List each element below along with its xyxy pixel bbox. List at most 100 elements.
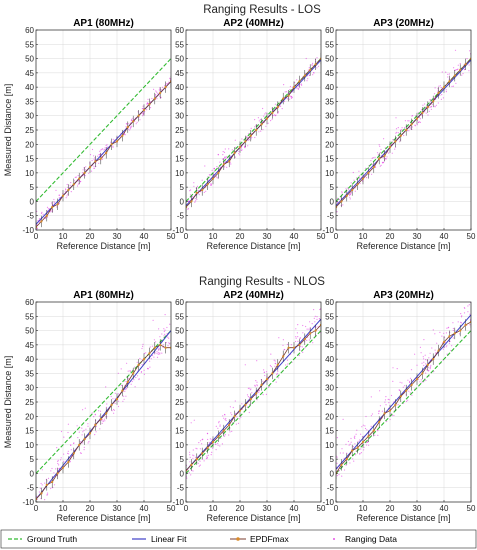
epdf-point: [153, 346, 156, 349]
ranging-data-point: [63, 453, 65, 455]
epdf-point: [410, 383, 413, 386]
ranging-data-point: [365, 444, 368, 446]
epdf-point: [421, 372, 424, 375]
epdf-line: [186, 58, 321, 208]
ranging-data-point: [159, 352, 161, 354]
ranging-data-point: [292, 86, 294, 88]
y-tick-label: 40: [325, 83, 334, 92]
epdf-point: [148, 352, 151, 355]
epdf-line: [36, 81, 171, 228]
ranging-data-point: [194, 198, 196, 200]
ranging-data-point: [452, 322, 454, 324]
ranging-data-point: [196, 448, 198, 450]
ranging-data-point: [104, 148, 106, 150]
ranging-data-point: [425, 379, 427, 382]
ranging-data-point: [55, 189, 57, 191]
ranging-data-point: [230, 163, 232, 165]
y-tick-label: 10: [25, 441, 34, 450]
x-tick-label: 50: [317, 232, 326, 241]
ranging-data-point: [90, 170, 93, 172]
ranging-data-point: [401, 382, 403, 384]
ranging-data-point: [142, 113, 144, 115]
ranging-data-point: [206, 455, 208, 457]
x-axis-label: Reference Distance [m]: [356, 241, 450, 251]
ranging-data-point: [425, 359, 427, 361]
ranging-data-point: [57, 460, 59, 462]
ranging-data-point: [411, 115, 414, 117]
ranging-data-point: [385, 158, 387, 160]
ranging-data-point: [95, 425, 97, 428]
ranging-data-point: [296, 87, 298, 89]
ranging-data-point: [40, 212, 43, 214]
ranging-data-point: [265, 112, 267, 114]
ranging-data-point: [448, 342, 450, 344]
ranging-data-point: [354, 190, 356, 192]
y-tick-label: 55: [325, 40, 334, 49]
ranging-data-point: [125, 123, 127, 125]
ranging-data-point: [370, 415, 372, 417]
ranging-data-point: [313, 317, 315, 319]
ranging-data-point: [153, 339, 155, 341]
y-tick-label: 20: [25, 140, 34, 149]
ranging-data-point: [42, 213, 44, 215]
ranging-data-point: [241, 138, 243, 140]
y-tick-label: 0: [330, 197, 335, 206]
epdf-point: [164, 86, 167, 89]
ranging-data-point: [354, 443, 356, 445]
ranging-data-point: [103, 149, 105, 151]
ranging-data-point: [50, 487, 52, 490]
ranging-data-point: [382, 157, 384, 159]
ranging-data-point: [225, 417, 227, 420]
panel-title: AP3 (20MHz): [373, 18, 434, 29]
ranging-data-point: [350, 193, 352, 195]
ranging-data-point: [464, 307, 466, 309]
ranging-data-point: [407, 399, 409, 401]
ranging-data-point: [443, 332, 445, 334]
ranging-data-point: [419, 121, 421, 123]
ranging-data-point: [374, 166, 377, 168]
ranging-data-point: [287, 363, 289, 365]
ranging-data-point: [408, 130, 410, 132]
ranging-data-point: [259, 118, 261, 121]
epdf-point: [132, 120, 135, 123]
ranging-data-point: [188, 472, 190, 474]
y-tick-label: 5: [30, 183, 35, 192]
ranging-data-point: [336, 211, 338, 213]
ranging-data-point: [433, 93, 436, 95]
y-tick-label: 0: [180, 469, 185, 478]
ranging-data-point: [190, 422, 192, 424]
y-tick-label: 60: [175, 26, 184, 35]
epdf-point: [51, 206, 54, 209]
ranging-data-point: [411, 394, 413, 396]
ranging-data-point: [130, 383, 132, 385]
ranging-data-point: [123, 398, 125, 400]
ranging-data-point: [469, 313, 471, 315]
ranging-data-point: [103, 418, 105, 420]
ranging-data-point: [110, 395, 112, 398]
x-tick-label: 10: [209, 504, 218, 513]
ranging-data-point: [158, 348, 160, 350]
ranging-data-point: [342, 452, 344, 454]
ranging-data-point: [224, 419, 226, 421]
ranging-data-point: [94, 413, 96, 415]
y-tick-label: 25: [25, 398, 34, 407]
x-axis-label: Reference Distance [m]: [356, 513, 450, 523]
ranging-data-point: [251, 136, 253, 139]
ranging-data-point: [396, 131, 398, 133]
plot-content: [186, 52, 321, 213]
ranging-data-point: [213, 170, 215, 173]
epdf-point: [148, 103, 151, 106]
ranging-data-point: [129, 370, 131, 372]
epdf-point: [217, 171, 220, 174]
ranging-data-point: [361, 426, 363, 428]
ranging-data-point: [201, 439, 203, 441]
y-tick-label: 35: [325, 369, 334, 378]
ranging-data-point: [336, 475, 338, 477]
y-tick-label: 20: [25, 412, 34, 421]
legend-epdf-label: EPDFmax: [250, 534, 289, 544]
ranging-data-point: [85, 166, 87, 168]
y-tick-label: 40: [25, 355, 34, 364]
ranging-data-point: [286, 359, 289, 361]
ranging-data-point: [297, 340, 299, 342]
x-tick-label: 30: [413, 504, 422, 513]
